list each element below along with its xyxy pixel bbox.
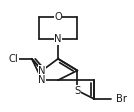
- Text: Cl: Cl: [8, 54, 18, 64]
- Text: N: N: [54, 34, 62, 44]
- Text: N: N: [38, 66, 46, 75]
- Text: S: S: [74, 86, 81, 96]
- Text: Br: Br: [116, 94, 127, 104]
- Text: O: O: [54, 12, 62, 22]
- Text: N: N: [38, 75, 46, 85]
